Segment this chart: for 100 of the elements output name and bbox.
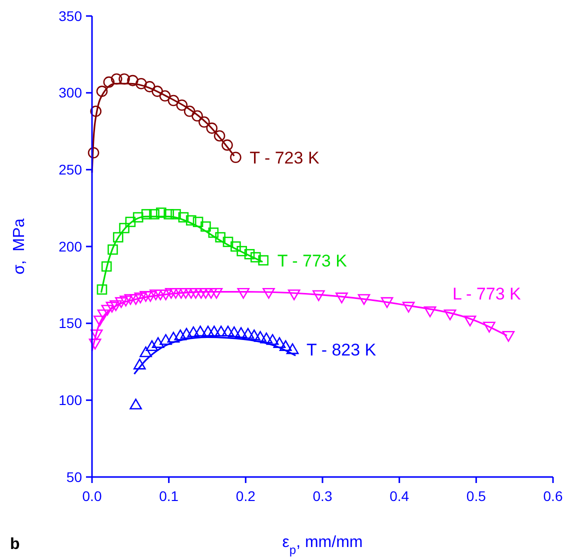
point — [140, 346, 152, 358]
point — [210, 288, 223, 299]
point — [120, 296, 132, 306]
series-label: T - 823 K — [306, 340, 377, 360]
point — [178, 212, 189, 222]
point — [124, 294, 137, 305]
point — [115, 297, 128, 308]
point — [118, 73, 130, 85]
point — [208, 326, 220, 336]
point — [160, 334, 172, 345]
point — [160, 289, 172, 300]
point — [208, 228, 219, 238]
point — [108, 244, 118, 255]
point — [136, 78, 147, 90]
series-label: T - 773 K — [277, 251, 348, 270]
point — [144, 291, 157, 302]
x-tick-label: 0.0 — [82, 488, 102, 504]
point — [130, 294, 142, 305]
point — [230, 152, 242, 164]
point — [90, 106, 102, 117]
point — [156, 208, 166, 218]
point — [262, 288, 275, 299]
point — [215, 232, 226, 242]
point — [206, 122, 218, 134]
y-tick-label: 250 — [58, 162, 82, 178]
point — [237, 288, 250, 299]
point — [312, 290, 325, 302]
point — [336, 292, 348, 304]
point — [286, 343, 299, 354]
point — [164, 209, 174, 220]
point — [132, 212, 144, 222]
point — [96, 284, 108, 295]
x-tick-label: 0.5 — [466, 488, 486, 504]
point — [222, 236, 234, 248]
point — [164, 288, 178, 299]
point — [198, 116, 210, 128]
point — [380, 297, 394, 308]
point — [168, 94, 180, 106]
point — [483, 322, 496, 333]
point — [127, 74, 138, 86]
point — [358, 294, 370, 305]
point — [149, 209, 160, 220]
point — [187, 326, 200, 338]
point — [273, 337, 286, 348]
point — [94, 316, 106, 326]
series-label: L - 773 K — [452, 284, 522, 304]
point — [174, 288, 188, 299]
point — [88, 147, 100, 158]
point — [170, 209, 181, 220]
point — [141, 209, 152, 220]
point — [236, 246, 247, 256]
point — [176, 99, 188, 111]
point — [146, 340, 158, 352]
x-tick-label: 0.2 — [236, 488, 256, 504]
point — [258, 255, 268, 266]
point — [180, 328, 193, 339]
point — [110, 300, 122, 312]
point — [234, 327, 248, 338]
x-tick-label: 0.3 — [312, 488, 332, 504]
point — [133, 358, 146, 370]
point — [150, 289, 162, 300]
point — [248, 329, 260, 340]
point — [152, 337, 164, 348]
point — [106, 302, 118, 313]
point — [200, 221, 211, 232]
y-tick-label: 350 — [58, 8, 82, 24]
point — [101, 261, 112, 272]
point — [90, 329, 103, 340]
point — [202, 326, 214, 336]
point — [140, 291, 152, 302]
point — [134, 292, 147, 304]
series-label: T - 723 K — [250, 148, 320, 168]
point — [186, 215, 196, 226]
point — [279, 340, 292, 352]
x-tick-label: 0.6 — [543, 488, 563, 504]
point — [103, 76, 115, 88]
point — [222, 139, 233, 151]
point — [194, 326, 206, 336]
point — [242, 328, 254, 339]
point — [144, 81, 156, 92]
x-tick-label: 0.4 — [390, 488, 410, 504]
point — [402, 302, 415, 313]
point — [159, 90, 171, 102]
point — [119, 222, 130, 234]
point — [88, 338, 102, 350]
point — [167, 332, 180, 343]
y-tick-label: 200 — [58, 238, 82, 254]
point — [228, 326, 240, 338]
point — [254, 331, 266, 342]
y-tick-label: 50 — [66, 468, 82, 485]
point — [266, 334, 279, 345]
point — [464, 316, 476, 326]
point — [192, 216, 204, 228]
point — [125, 216, 136, 228]
point — [214, 130, 226, 142]
point — [222, 326, 234, 336]
point — [96, 86, 108, 97]
x-tick-label: 0.1 — [159, 488, 179, 504]
point — [110, 73, 122, 85]
point — [502, 330, 515, 342]
